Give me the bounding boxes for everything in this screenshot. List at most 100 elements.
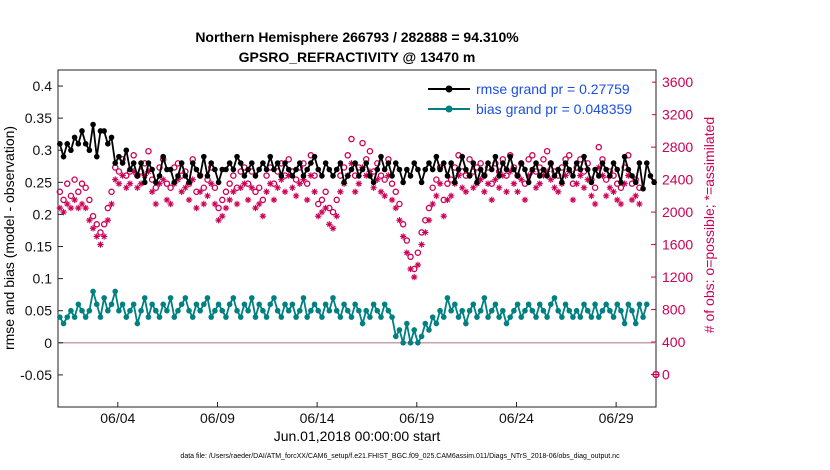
- assimilated-point: [425, 217, 433, 224]
- rmse-point: [274, 160, 281, 166]
- bias-line: [59, 291, 648, 346]
- y-axis-label: rmse and bias (model - observation): [1, 126, 17, 350]
- bias-point: [418, 333, 425, 340]
- assimilated-point: [584, 176, 591, 183]
- assimilated-point: [374, 176, 381, 183]
- bias-point: [86, 307, 93, 314]
- assimilated-point: [307, 172, 315, 179]
- assimilated-point: [152, 200, 160, 208]
- rmse-point: [186, 179, 192, 186]
- rmse-point: [411, 160, 418, 166]
- bias-point: [392, 333, 399, 340]
- possible-point: [97, 229, 104, 236]
- possible-point: [115, 168, 123, 175]
- y-right-tick-label: 2400: [662, 172, 693, 188]
- bias-point: [573, 307, 580, 314]
- y-axis-label-right: # of obs: o=possible; *=assimilated: [701, 117, 717, 333]
- rmse-point: [138, 160, 144, 166]
- bias-point: [330, 295, 336, 301]
- assimilated-point: [514, 188, 521, 196]
- assimilated-point: [551, 184, 558, 191]
- bias-point: [544, 314, 550, 320]
- bias-point: [444, 295, 451, 301]
- assimilated-point: [392, 204, 399, 212]
- assimilated-point: [141, 172, 148, 179]
- rmse-point: [396, 166, 403, 173]
- bias-point: [356, 307, 362, 314]
- rmse-point: [618, 179, 624, 186]
- bias-point: [289, 301, 296, 308]
- rmse-point: [160, 153, 167, 160]
- rmse-point: [149, 166, 155, 173]
- bias-point: [123, 314, 130, 320]
- rmse-point: [226, 160, 233, 166]
- bias-point: [101, 295, 107, 301]
- rmse-point: [562, 160, 569, 166]
- assimilated-point: [326, 221, 333, 228]
- bias-point: [374, 307, 381, 314]
- assimilated-point: [215, 217, 222, 224]
- rmse-point: [212, 166, 218, 173]
- rmse-point: [481, 173, 488, 179]
- rmse-point: [636, 160, 643, 166]
- possible-point: [67, 192, 75, 200]
- possible-point: [366, 147, 374, 155]
- rmse-point: [592, 166, 598, 173]
- bias-point: [337, 314, 344, 320]
- rmse-point: [348, 166, 355, 173]
- rmse-point: [234, 153, 240, 160]
- rmse-point: [581, 153, 587, 160]
- rmse-point: [82, 141, 89, 147]
- assimilated-point: [636, 200, 643, 208]
- rmse-point: [245, 166, 251, 173]
- bias-point: [433, 320, 440, 327]
- rmse-point: [584, 166, 591, 173]
- assimilated-point: [436, 180, 444, 187]
- bias-point: [429, 314, 436, 320]
- assimilated-point: [366, 168, 374, 175]
- rmse-point: [426, 160, 432, 166]
- bias-point: [448, 307, 454, 314]
- rmse-point: [260, 160, 266, 166]
- y-tick-label: 0.15: [25, 239, 52, 255]
- bias-point: [145, 314, 152, 320]
- bias-point: [411, 327, 418, 333]
- bias-point: [378, 314, 384, 320]
- bias-point: [488, 307, 495, 314]
- assimilated-point: [459, 184, 466, 191]
- bias-point: [237, 314, 244, 320]
- y-tick-label: 0.25: [25, 174, 52, 190]
- possible-point: [292, 176, 300, 183]
- rmse-point: [507, 153, 513, 160]
- assimilated-point: [606, 184, 614, 191]
- bias-point: [256, 301, 262, 308]
- rmse-point: [285, 166, 292, 173]
- bias-point: [82, 314, 89, 320]
- rmse-point: [208, 160, 214, 166]
- bias-point: [389, 314, 395, 320]
- rmse-point: [651, 179, 657, 186]
- rmse-point: [540, 166, 547, 173]
- assimilated-point: [174, 176, 182, 183]
- bias-point: [636, 301, 643, 308]
- rmse-point: [57, 141, 63, 147]
- bias-point: [348, 314, 355, 320]
- rmse-point: [385, 160, 392, 166]
- y-right-tick-label: 1200: [662, 269, 693, 285]
- assimilated-point: [97, 241, 104, 248]
- assimilated-point: [385, 172, 392, 179]
- assimilated-point: [540, 172, 547, 179]
- assimilated-point: [270, 196, 278, 204]
- rmse-point: [573, 160, 580, 166]
- bias-point: [422, 320, 429, 327]
- rmse-point: [359, 166, 366, 173]
- assimilated-point: [115, 180, 123, 187]
- rmse-point: [632, 179, 639, 186]
- rmse-point: [356, 173, 362, 179]
- possible-point: [543, 147, 551, 155]
- bias-point: [507, 314, 513, 320]
- assimilated-point: [503, 188, 510, 196]
- bias-point: [566, 307, 573, 314]
- rmse-point: [433, 153, 440, 160]
